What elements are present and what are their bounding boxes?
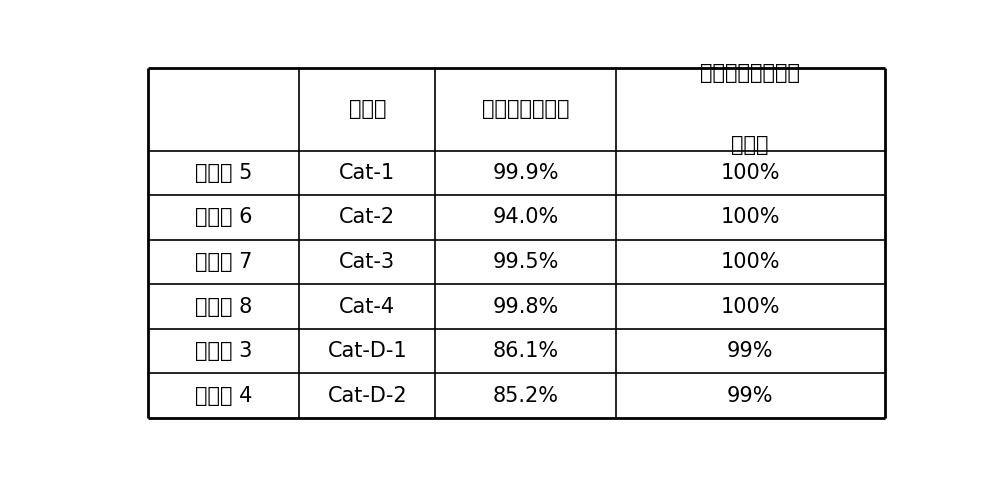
Text: 100%: 100% — [720, 163, 780, 183]
Text: 催化剤: 催化剤 — [349, 99, 386, 120]
Text: 环己酮甘油缩酮的

选择性: 环己酮甘油缩酮的 选择性 — [700, 64, 800, 155]
Text: 100%: 100% — [720, 252, 780, 272]
Text: Cat-D-2: Cat-D-2 — [327, 386, 407, 406]
Text: 86.1%: 86.1% — [493, 341, 559, 361]
Text: 94.0%: 94.0% — [492, 207, 559, 228]
Text: 85.2%: 85.2% — [493, 386, 559, 406]
Text: Cat-1: Cat-1 — [339, 163, 395, 183]
Text: 99.5%: 99.5% — [492, 252, 559, 272]
Text: 实施例 8: 实施例 8 — [195, 297, 252, 316]
Text: Cat-D-1: Cat-D-1 — [327, 341, 407, 361]
Text: Cat-3: Cat-3 — [339, 252, 395, 272]
Text: 99.8%: 99.8% — [492, 297, 559, 316]
Text: 100%: 100% — [720, 297, 780, 316]
Text: 99%: 99% — [727, 386, 773, 406]
Text: 对比例 3: 对比例 3 — [195, 341, 252, 361]
Text: 100%: 100% — [720, 207, 780, 228]
Text: 实施例 5: 实施例 5 — [195, 163, 252, 183]
Text: 实施例 6: 实施例 6 — [195, 207, 252, 228]
Text: 99.9%: 99.9% — [492, 163, 559, 183]
Text: 对比例 4: 对比例 4 — [195, 386, 252, 406]
Text: Cat-2: Cat-2 — [339, 207, 395, 228]
Text: 环己酮的转化率: 环己酮的转化率 — [482, 99, 569, 120]
Text: 99%: 99% — [727, 341, 773, 361]
Text: 实施例 7: 实施例 7 — [195, 252, 252, 272]
Text: Cat-4: Cat-4 — [339, 297, 395, 316]
